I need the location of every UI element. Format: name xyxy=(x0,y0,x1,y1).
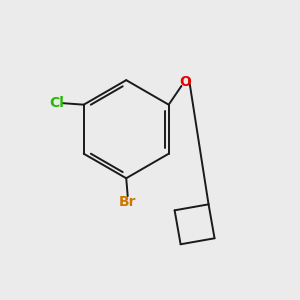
Text: Br: Br xyxy=(119,195,136,209)
Text: O: O xyxy=(179,75,191,89)
Text: Cl: Cl xyxy=(50,96,64,110)
